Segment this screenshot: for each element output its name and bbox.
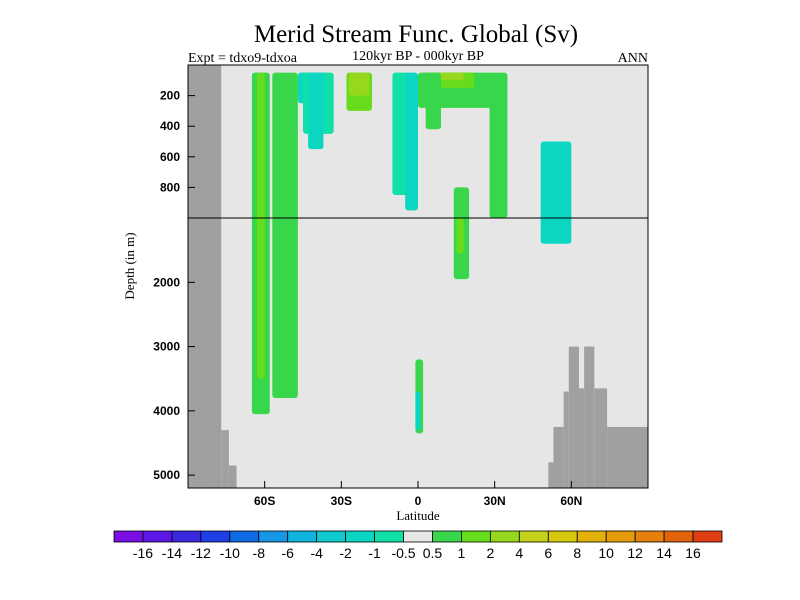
chart-title: Merid Stream Func. Global (Sv) [254, 21, 578, 48]
colorbar-swatch [605, 530, 636, 543]
colorbar-swatch [113, 530, 144, 543]
colorbar-swatch [316, 530, 347, 543]
land-mask-column [213, 65, 222, 488]
colorbar-label: 8 [573, 545, 581, 561]
colorbar-label: -8 [253, 545, 266, 561]
land-mask-column [584, 346, 595, 488]
colorbar-label: 16 [685, 545, 701, 561]
colorbar: -16 -14 -12 -10 -8 -6 -4 -2 -1 -0.5 0.5 1 2 4 6 8 10 12 14… [113, 530, 723, 561]
colorbar-swatch [576, 530, 607, 543]
contour-fills [251, 72, 572, 434]
land-mask-column [553, 426, 564, 488]
colorbar-swatch [489, 530, 520, 543]
colorbar-swatch [432, 530, 462, 543]
colorbar-label: -16 [133, 545, 153, 561]
contour-cell [349, 72, 370, 96]
contour-cell [415, 391, 421, 431]
colorbar-label: 4 [515, 545, 523, 561]
land-mask-column [563, 391, 569, 488]
colorbar-swatch [171, 530, 202, 543]
land-mask-column [568, 346, 579, 488]
x-tick-label: 30S [331, 494, 352, 508]
land-mask-column [228, 465, 237, 488]
colorbar-swatch [518, 530, 549, 543]
y-tick-label: 200 [160, 89, 180, 103]
x-axis-ticks: 60S 30S 0 30N 60N [254, 481, 582, 508]
colorbar-label: 12 [627, 545, 643, 561]
colorbar-label: -10 [220, 545, 240, 561]
y-axis-label: Depth (in m) [122, 232, 137, 299]
contour-cell [540, 141, 572, 244]
colorbar-label: -6 [281, 545, 294, 561]
colorbar-swatch [345, 530, 375, 543]
colorbar-label: 0.5 [423, 545, 443, 561]
colorbar-label: -0.5 [391, 545, 415, 561]
colorbar-label: 10 [598, 545, 614, 561]
y-tick-label: 5000 [153, 468, 180, 482]
contour-cell [489, 72, 508, 219]
colorbar-label: 6 [544, 545, 552, 561]
colorbar-swatch [200, 530, 231, 543]
x-tick-label: 60N [560, 494, 582, 508]
y-tick-label: 3000 [153, 340, 180, 354]
contour-cell [272, 72, 298, 399]
colorbar-label: -2 [339, 545, 352, 561]
colorbar-swatch [634, 530, 665, 543]
x-tick-label: 30N [484, 494, 506, 508]
contour-cell [405, 72, 418, 211]
colorbar-label: -1 [368, 545, 381, 561]
bathymetry-mask [188, 65, 648, 488]
land-mask-column [607, 426, 648, 488]
land-mask-column [548, 462, 554, 488]
x-tick-label: 60S [254, 494, 275, 508]
contour-cell [435, 72, 464, 81]
y-tick-label: 600 [160, 150, 180, 164]
period-label: 120kyr BP - 000kyr BP [352, 49, 484, 64]
colorbar-swatch [258, 530, 289, 543]
y-tick-label: 400 [160, 119, 180, 133]
land-mask-column [579, 388, 585, 488]
x-tick-label: 0 [415, 494, 422, 508]
colorbar-swatch [692, 530, 723, 543]
colorbar-label: 14 [656, 545, 672, 561]
x-axis-label: Latitude [396, 508, 440, 523]
colorbar-label: -12 [191, 545, 211, 561]
y-tick-label: 2000 [153, 275, 180, 289]
colorbar-swatch [374, 530, 404, 543]
colorbar-label: -4 [310, 545, 323, 561]
colorbar-label: 2 [486, 545, 494, 561]
y-tick-label: 800 [160, 180, 180, 194]
colorbar-swatch [142, 530, 173, 543]
y-tick-label: 4000 [153, 404, 180, 418]
colorbar-swatch [403, 530, 433, 543]
colorbar-swatch [461, 530, 491, 543]
season-label: ANN [618, 51, 648, 66]
colorbar-swatch [229, 530, 260, 543]
plot-area: 60S 30S 0 30N 60N 200 400 600 800 2000 3000 4000 50… [153, 64, 649, 508]
land-mask-column [594, 388, 608, 488]
contour-cell [308, 72, 324, 150]
colorbar-swatch [663, 530, 694, 543]
y-axis-ticks: 200 400 600 800 2000 3000 4000 5000 [153, 89, 195, 482]
colorbar-label: -14 [162, 545, 182, 561]
colorbar-swatch [547, 530, 578, 543]
contour-cell [425, 72, 441, 130]
colorbar-label: 1 [458, 545, 466, 561]
land-mask-column [221, 430, 229, 488]
contour-cell [456, 218, 464, 254]
land-mask-column [188, 65, 214, 488]
contour-cell [257, 72, 265, 379]
experiment-label: Expt = tdxo9-tdxoa [188, 51, 298, 66]
colorbar-swatch [287, 530, 318, 543]
